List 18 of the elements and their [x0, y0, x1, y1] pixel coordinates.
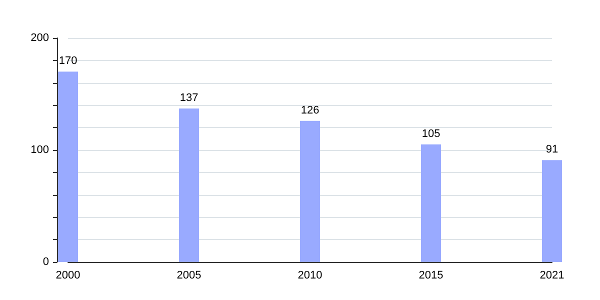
x-tick-label: 2010 [298, 270, 322, 282]
bar [421, 144, 441, 262]
bar [179, 108, 199, 262]
y-tick-label: 200 [30, 32, 49, 44]
x-tick-label: 2021 [540, 270, 564, 282]
data-label: 137 [180, 92, 198, 104]
bar [542, 160, 562, 262]
data-label: 170 [58, 55, 78, 68]
x-tick-label: 2015 [418, 270, 444, 282]
data-label: 126 [300, 104, 320, 116]
bar [58, 72, 78, 262]
data-label: 105 [422, 128, 440, 140]
y-tick-label: 0 [42, 256, 49, 268]
data-label: 91 [546, 144, 558, 156]
bar [300, 120, 320, 262]
x-tick-label: 2005 [176, 270, 202, 282]
y-tick-label: 100 [30, 144, 49, 156]
x-tick-label: 2000 [56, 270, 80, 282]
